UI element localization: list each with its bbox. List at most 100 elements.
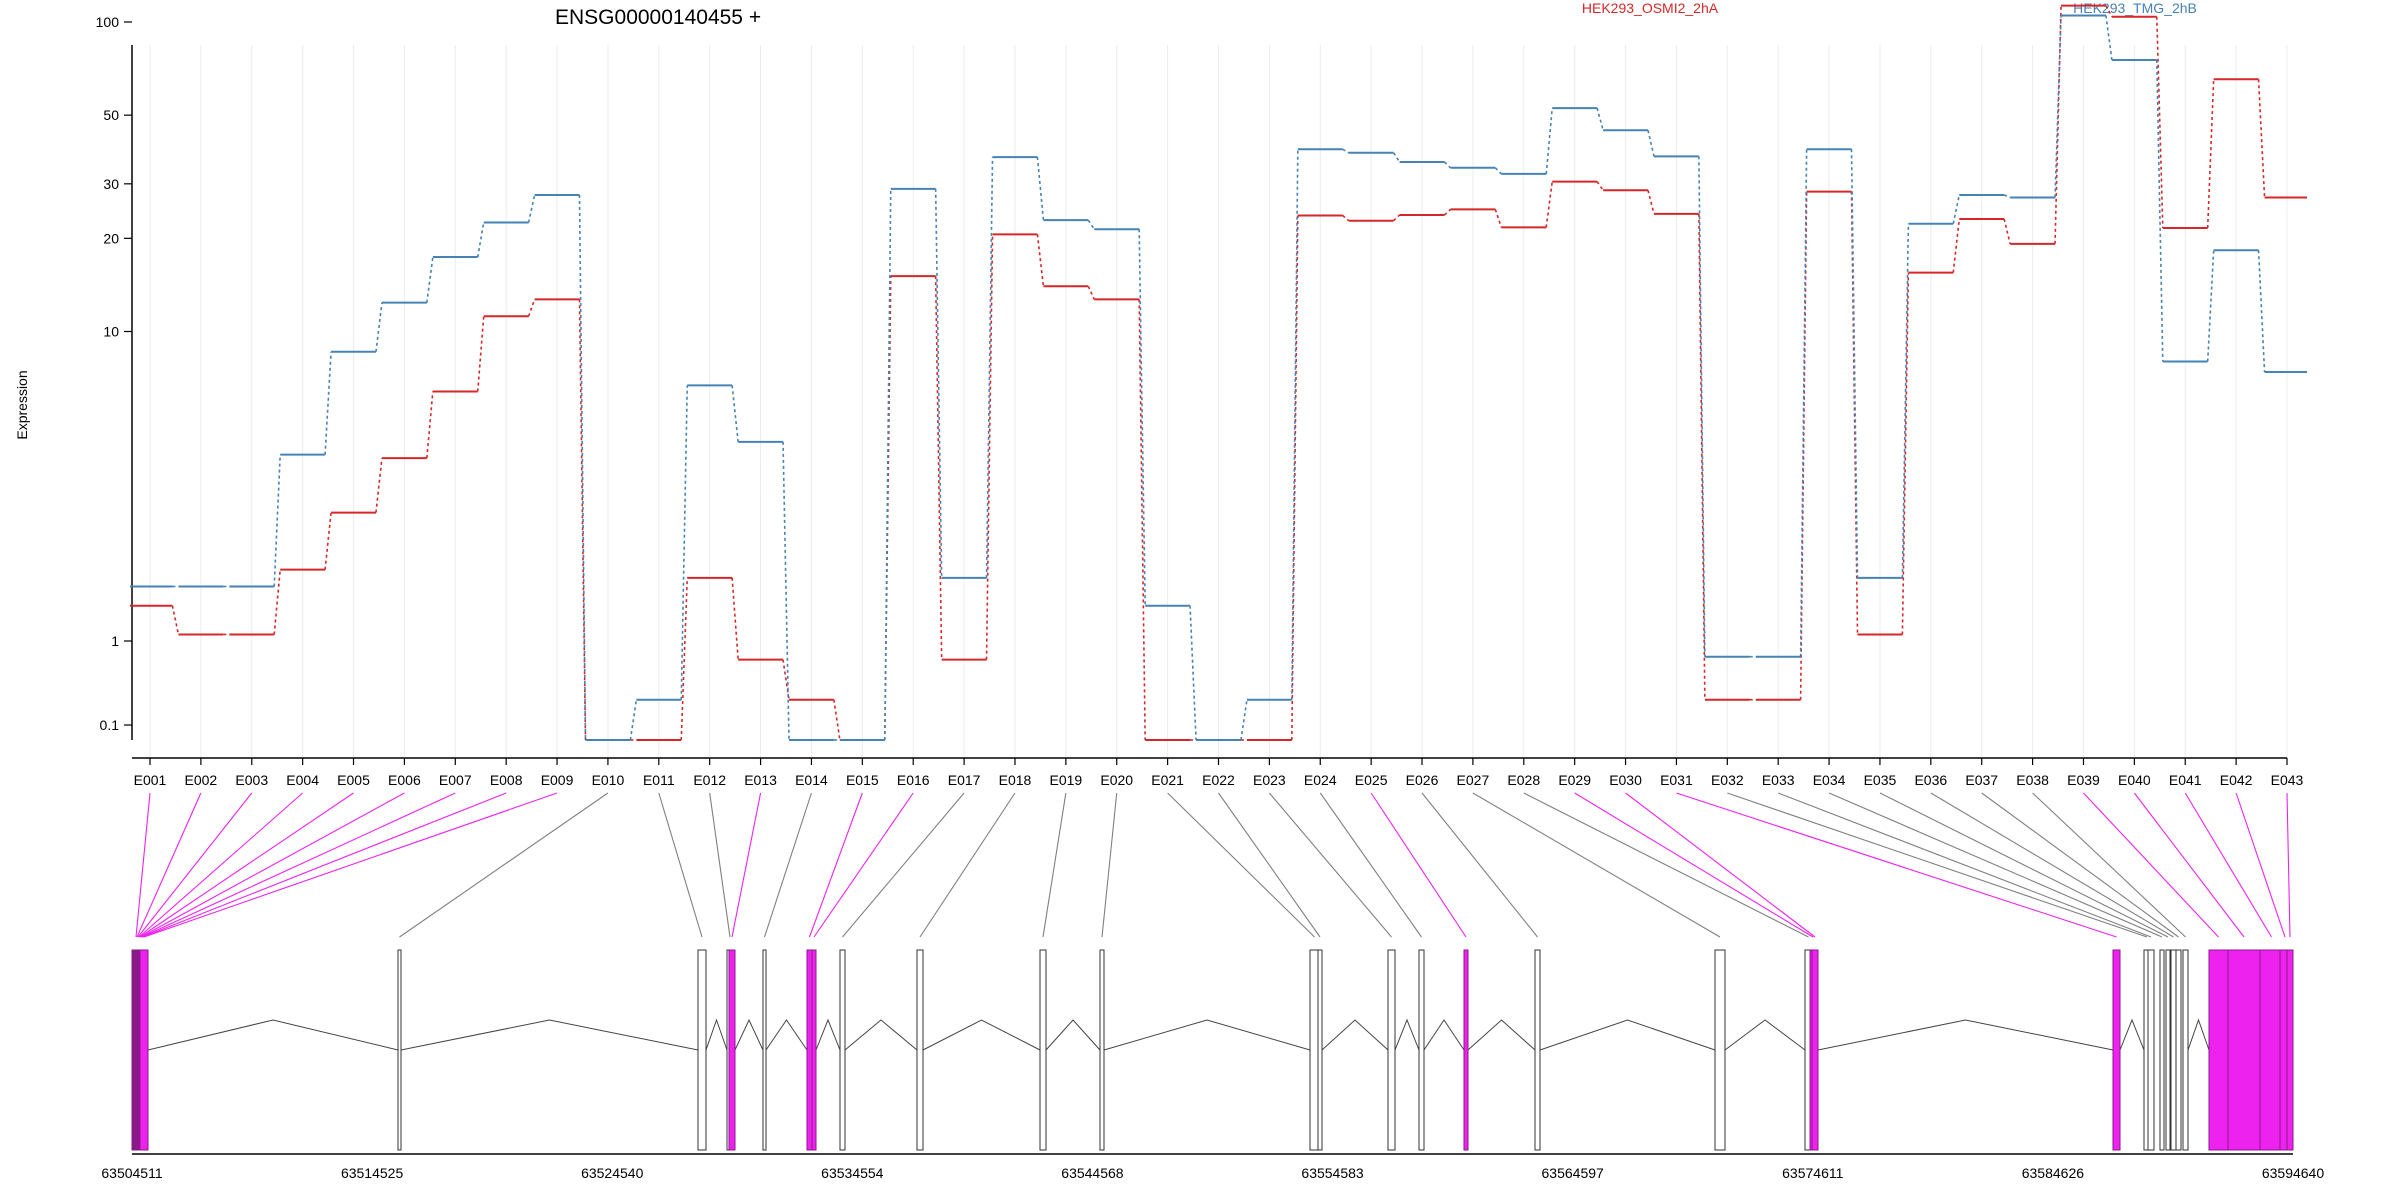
x-tick-label: E019 — [1050, 772, 1083, 788]
exon-connector — [1421, 792, 1538, 938]
exon-box — [139, 949, 149, 1151]
series-transition — [731, 577, 739, 660]
exon-connector — [731, 792, 762, 938]
exon-box — [811, 949, 817, 1151]
x-tick-label: E037 — [1965, 772, 1998, 788]
exon-connector — [1574, 792, 1814, 938]
exon-connector — [2184, 792, 2272, 938]
exon-box — [1387, 949, 1396, 1151]
series-transition — [1952, 194, 1961, 224]
series-transition — [527, 299, 536, 317]
y-tick-label: 30 — [103, 176, 119, 192]
series-transition — [2155, 59, 2164, 362]
exon-connectors — [135, 792, 2291, 938]
series-transition — [1494, 167, 1502, 175]
x-tick-label: E009 — [541, 772, 574, 788]
x-tick-label: E033 — [1762, 772, 1795, 788]
exon-connector — [1879, 792, 2169, 938]
intron-line — [765, 1019, 808, 1051]
series-transition — [375, 457, 383, 513]
exon-connector — [143, 792, 558, 938]
series-transition — [1901, 223, 1910, 578]
exon-box — [2170, 949, 2177, 1151]
y-tick-label: 20 — [103, 230, 119, 246]
exon-connector — [1777, 792, 2152, 938]
exon-box — [2112, 949, 2121, 1151]
genomic-tick-label: 63504511 — [101, 1165, 162, 1181]
chart-title: ENSG00000140455 + — [555, 6, 761, 29]
exon-connector — [658, 792, 703, 938]
x-tick-label: E011 — [643, 772, 675, 788]
axes: 0.1 1 10 20 30 50 100 E001 E002 E003 E004 E005 E006 E… — [96, 14, 2304, 788]
series-transition — [1036, 234, 1045, 287]
series-transition — [833, 699, 841, 741]
series-transition — [680, 385, 689, 700]
series-transition — [578, 195, 587, 741]
series-transition — [2155, 16, 2164, 229]
x-tick-label: E023 — [1253, 772, 1286, 788]
exon-box — [806, 949, 813, 1151]
x-tick-label: E028 — [1507, 772, 1540, 788]
intron-line — [922, 1019, 1041, 1051]
exon-box — [1534, 949, 1541, 1151]
series-transition — [1087, 219, 1095, 230]
series-lines — [130, 4, 2307, 741]
x-tick-label: E004 — [286, 772, 319, 788]
series-transition — [1393, 214, 1401, 222]
exon-connector — [1042, 792, 1067, 938]
exon-box — [1463, 949, 1469, 1151]
series-transition — [375, 302, 383, 352]
x-tick-label: E038 — [2016, 772, 2049, 788]
exon-connector — [142, 792, 507, 938]
series-transition — [629, 699, 638, 741]
x-tick-label: E002 — [185, 772, 218, 788]
series-transition — [476, 222, 485, 258]
series-transition — [1596, 107, 1604, 131]
exon-connector — [2032, 792, 2186, 938]
x-tick-label: E032 — [1711, 772, 1744, 788]
x-tick-label: E030 — [1609, 772, 1642, 788]
exon-box — [2159, 949, 2165, 1151]
exon-connector — [1523, 792, 1809, 938]
exon-connector — [136, 792, 202, 938]
exon-box — [2227, 949, 2261, 1151]
exon-box — [2175, 949, 2182, 1151]
series-transition — [1494, 209, 1503, 228]
x-tick-label: E031 — [1660, 772, 1693, 788]
exon-connector — [141, 792, 456, 938]
intron-line — [400, 1019, 699, 1051]
exon-box — [2286, 949, 2294, 1151]
series-transition — [1545, 181, 1554, 228]
series-transition — [426, 256, 434, 303]
x-tick-label: E018 — [999, 772, 1032, 788]
x-tick-label: E039 — [2067, 772, 2100, 788]
y-tick-label: 1 — [111, 633, 119, 649]
x-tick-label: E027 — [1457, 772, 1490, 788]
series-transition — [883, 276, 892, 741]
intron-line — [815, 1018, 841, 1051]
series-transition — [2105, 5, 2113, 18]
series-transition — [324, 351, 332, 455]
series-transition — [273, 454, 282, 587]
exon-connector — [1625, 792, 1816, 938]
y-tick-label: 0.1 — [100, 717, 120, 733]
series-transition — [578, 299, 587, 741]
x-tick-label: E021 — [1151, 772, 1184, 788]
y-tick-label: 50 — [103, 107, 119, 123]
series-transition — [2105, 15, 2113, 61]
exon-connector — [138, 792, 304, 938]
genomic-tick-label: 63584626 — [2022, 1165, 2085, 1181]
x-tick-label: E022 — [1202, 772, 1235, 788]
exon-connector — [1319, 792, 1422, 938]
exon-connector — [808, 792, 863, 938]
series-transition — [1138, 299, 1146, 741]
series-transition — [2003, 218, 2011, 245]
exon-box — [2182, 949, 2189, 1151]
exon-connector — [2235, 792, 2286, 938]
series-transition — [1850, 149, 1859, 578]
exon-box — [839, 949, 846, 1151]
exon-connector — [399, 792, 609, 938]
x-tick-label: E043 — [2271, 772, 2304, 788]
x-tick-label: E042 — [2220, 772, 2253, 788]
